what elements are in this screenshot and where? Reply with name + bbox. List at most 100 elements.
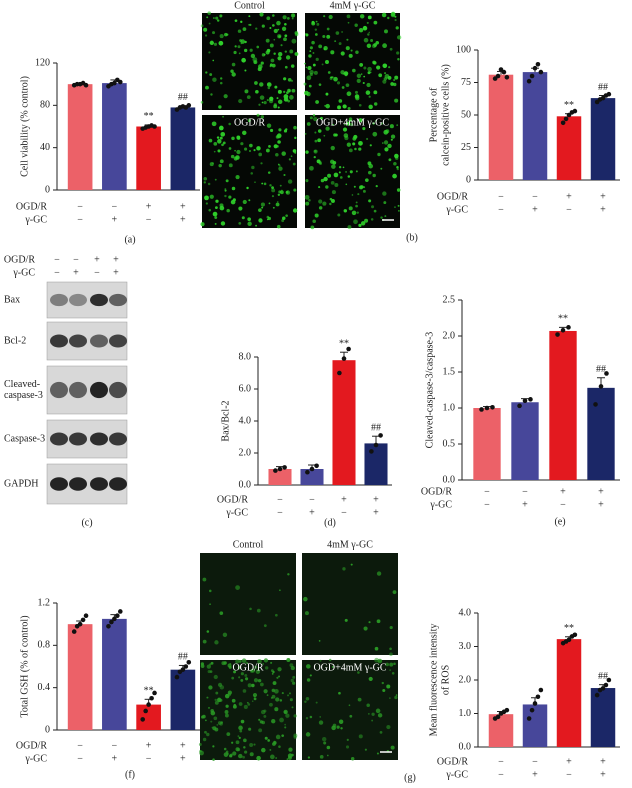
cell — [214, 698, 218, 702]
cell — [263, 182, 267, 186]
cell — [388, 66, 391, 69]
cell — [359, 14, 365, 19]
cell — [356, 78, 361, 83]
cell — [290, 64, 295, 68]
cell — [256, 755, 261, 761]
cell — [387, 143, 392, 149]
condition-sign: − — [532, 191, 538, 202]
bar — [300, 469, 324, 485]
cell — [373, 90, 378, 95]
data-point — [112, 80, 117, 86]
cell — [241, 216, 245, 220]
cell — [277, 193, 281, 196]
cell — [218, 105, 222, 109]
cell — [321, 63, 324, 66]
cell — [345, 83, 350, 88]
y-axis-label: Percentage of — [428, 87, 439, 142]
cell — [312, 63, 316, 67]
data-point — [529, 707, 535, 713]
y-axis-label: Cell viability (% control) — [19, 76, 30, 177]
data-point — [604, 371, 609, 376]
image-label: 4mM γ-GC — [327, 539, 373, 550]
cell — [285, 214, 288, 217]
cell — [228, 147, 232, 150]
cell — [353, 134, 358, 140]
cell — [219, 136, 223, 140]
cell — [208, 706, 210, 709]
data-point — [528, 397, 533, 402]
cell — [231, 186, 236, 191]
bar — [102, 83, 127, 190]
cell — [391, 672, 395, 675]
condition-sign: − — [277, 507, 283, 518]
condition-sign: + — [600, 756, 606, 767]
band-label: GAPDH — [4, 478, 38, 489]
data-point — [490, 404, 495, 410]
bar — [511, 402, 539, 480]
blot-band — [69, 477, 87, 491]
condition-sign: + — [94, 254, 100, 265]
cell — [223, 94, 228, 99]
cell — [394, 695, 398, 700]
cell — [255, 224, 257, 227]
condition-sign: − — [77, 753, 83, 764]
cell — [284, 726, 287, 729]
cell — [213, 17, 215, 19]
cell — [251, 700, 254, 703]
y-tick-label: 1.0 — [459, 708, 472, 719]
cell — [291, 38, 297, 44]
blot-band — [90, 432, 108, 446]
cell — [240, 20, 243, 24]
cell — [260, 202, 265, 207]
cell — [314, 131, 317, 134]
cell — [307, 756, 311, 759]
cell — [221, 143, 224, 147]
cell — [213, 674, 218, 680]
cell — [225, 704, 229, 708]
cell — [244, 89, 249, 94]
condition-sign: + — [598, 499, 604, 510]
micrograph — [202, 115, 297, 228]
cell — [365, 90, 371, 95]
cell — [306, 678, 311, 682]
condition-sign: − — [277, 494, 283, 505]
cell — [372, 122, 375, 125]
cell — [354, 147, 357, 151]
cell — [271, 186, 274, 190]
cell — [243, 746, 246, 749]
cell — [389, 647, 392, 651]
data-point — [606, 91, 612, 97]
cell — [211, 726, 214, 729]
cell — [338, 719, 344, 724]
cell — [231, 698, 236, 703]
cell — [325, 60, 329, 64]
cell — [333, 76, 338, 82]
cell — [208, 138, 213, 143]
cell — [306, 122, 311, 126]
cell — [309, 116, 313, 120]
cell — [347, 107, 351, 111]
cell — [346, 38, 349, 41]
blot-band — [109, 334, 127, 348]
significance: ** — [144, 111, 154, 122]
cell — [363, 75, 366, 78]
cell — [362, 25, 368, 31]
cell — [358, 140, 363, 146]
cell — [289, 663, 294, 668]
data-point — [115, 613, 120, 618]
cell — [258, 218, 263, 223]
cell — [200, 222, 205, 227]
cell — [277, 28, 280, 31]
cell — [382, 63, 388, 69]
cell — [312, 114, 316, 117]
cell — [256, 45, 260, 49]
cell — [322, 736, 327, 742]
cell — [275, 202, 280, 207]
cell — [261, 53, 266, 57]
condition-label: γ-GC — [429, 499, 452, 510]
cell — [306, 91, 311, 97]
cell — [210, 720, 213, 723]
cell — [281, 26, 287, 31]
cell — [381, 681, 384, 685]
cell — [294, 136, 297, 140]
